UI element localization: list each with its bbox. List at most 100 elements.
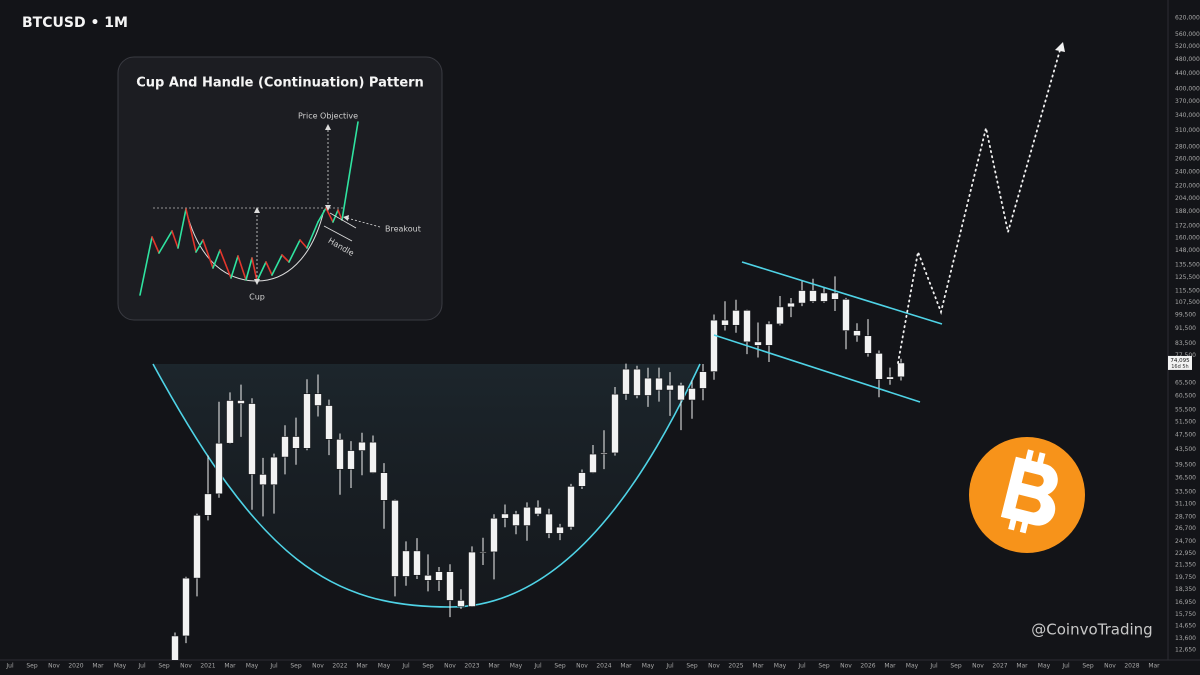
zigzag-segment xyxy=(265,261,273,276)
candle-body xyxy=(534,506,542,515)
x-tick-label: Nov xyxy=(312,663,324,670)
candle-body xyxy=(886,376,894,380)
x-tick-label: Jul xyxy=(665,663,674,670)
y-tick-label: 60,500 xyxy=(1175,392,1196,399)
candle-body xyxy=(721,319,729,326)
x-tick-label: Mar xyxy=(356,663,368,670)
candle-body xyxy=(600,452,608,455)
candle-body xyxy=(204,493,212,516)
x-tick-label: 2027 xyxy=(992,663,1007,670)
x-tick-label: 2021 xyxy=(200,663,215,670)
candle-body xyxy=(754,341,762,346)
candle-body xyxy=(853,330,861,337)
zigzag-segment xyxy=(185,208,197,253)
x-tick-label: Nov xyxy=(576,663,588,670)
x-tick-label: Nov xyxy=(444,663,456,670)
y-tick-label: 99,500 xyxy=(1175,312,1196,319)
x-tick-label: Jul xyxy=(5,663,14,670)
arrowhead xyxy=(343,215,349,221)
candle-body xyxy=(292,436,300,449)
x-tick-label: Nov xyxy=(180,663,192,670)
zigzag-segment xyxy=(171,230,179,249)
candle-body xyxy=(468,551,476,607)
zigzag-segment xyxy=(195,239,204,253)
candle-body xyxy=(556,526,564,534)
candle-body xyxy=(325,405,333,440)
arrowhead xyxy=(254,207,260,213)
zigzag-segment xyxy=(288,239,301,263)
inset-label: Cup xyxy=(249,293,265,302)
y-tick-label: 55,500 xyxy=(1175,406,1196,413)
candle-body xyxy=(490,517,498,553)
inset-label: Breakout xyxy=(385,225,421,234)
x-tick-label: Mar xyxy=(884,663,896,670)
x-tick-label: Mar xyxy=(224,663,236,670)
y-tick-label: 400,000 xyxy=(1175,86,1200,93)
y-tick-label: 172,000 xyxy=(1175,223,1200,230)
candle-body xyxy=(655,377,663,391)
zigzag-segment xyxy=(230,255,239,279)
x-tick-label: Jul xyxy=(533,663,542,670)
y-tick-label: 91,500 xyxy=(1175,325,1196,332)
x-tick-label: Sep xyxy=(26,663,38,670)
candle-body xyxy=(248,403,256,475)
zigzag-segment xyxy=(139,236,153,296)
candle-body xyxy=(787,302,795,308)
x-tick-label: Sep xyxy=(290,663,302,670)
candle-body xyxy=(666,384,674,391)
y-tick-label: 148,000 xyxy=(1175,247,1200,254)
channel-upper xyxy=(741,261,943,325)
candle-body xyxy=(479,551,487,554)
candle-body xyxy=(864,335,872,354)
x-tick-label: May xyxy=(774,663,787,670)
y-tick-label: 125,500 xyxy=(1175,274,1200,281)
candle-body xyxy=(435,571,443,581)
x-tick-label: Sep xyxy=(158,663,170,670)
y-tick-label: 24,700 xyxy=(1175,538,1196,545)
zigzag-segment xyxy=(341,121,359,221)
y-tick-label: 83,500 xyxy=(1175,340,1196,347)
y-tick-label: 260,000 xyxy=(1175,156,1200,163)
zigzag-segment xyxy=(245,257,253,281)
x-tick-label: Jul xyxy=(1061,663,1070,670)
candle-body xyxy=(457,600,465,607)
projection-path xyxy=(897,49,1061,364)
arrowhead xyxy=(325,205,331,211)
y-tick-label: 43,500 xyxy=(1175,446,1196,453)
x-tick-label: May xyxy=(642,663,655,670)
candle-body xyxy=(501,513,509,519)
candle-body xyxy=(611,393,619,454)
zigzag-segment xyxy=(325,207,334,223)
candle-body xyxy=(281,436,289,458)
x-tick-label: Mar xyxy=(752,663,764,670)
y-tick-label: 13,600 xyxy=(1175,635,1196,642)
candles xyxy=(171,276,905,660)
candle-body xyxy=(875,353,883,380)
y-tick-label: 21,350 xyxy=(1175,562,1196,569)
x-tick-label: 2025 xyxy=(728,663,743,670)
candle-body xyxy=(688,388,696,401)
y-tick-label: 220,000 xyxy=(1175,183,1200,190)
zigzag-segment xyxy=(306,221,319,249)
x-tick-label: Mar xyxy=(92,663,104,670)
candle-body xyxy=(303,393,311,449)
x-tick-label: Jul xyxy=(401,663,410,670)
y-tick-label: 480,000 xyxy=(1175,56,1200,63)
y-tick-label: 135,500 xyxy=(1175,261,1200,268)
candle-body xyxy=(182,577,190,637)
candle-body xyxy=(710,319,718,372)
x-tick-label: Sep xyxy=(950,663,962,670)
candle-body xyxy=(226,400,234,444)
zigzag-segment xyxy=(237,255,247,281)
inset: Cup And Handle (Continuation) Pattern Pr… xyxy=(117,56,443,321)
zigzag xyxy=(139,121,359,296)
x-tick-label: Mar xyxy=(620,663,632,670)
x-tick-label: Nov xyxy=(972,663,984,670)
candle-body xyxy=(809,290,817,302)
x-tick-label: Sep xyxy=(818,663,830,670)
zigzag-segment xyxy=(251,257,258,282)
handle-line xyxy=(323,225,353,242)
x-tick-label: Jul xyxy=(929,663,938,670)
y-tick-label: 28,700 xyxy=(1175,513,1196,520)
